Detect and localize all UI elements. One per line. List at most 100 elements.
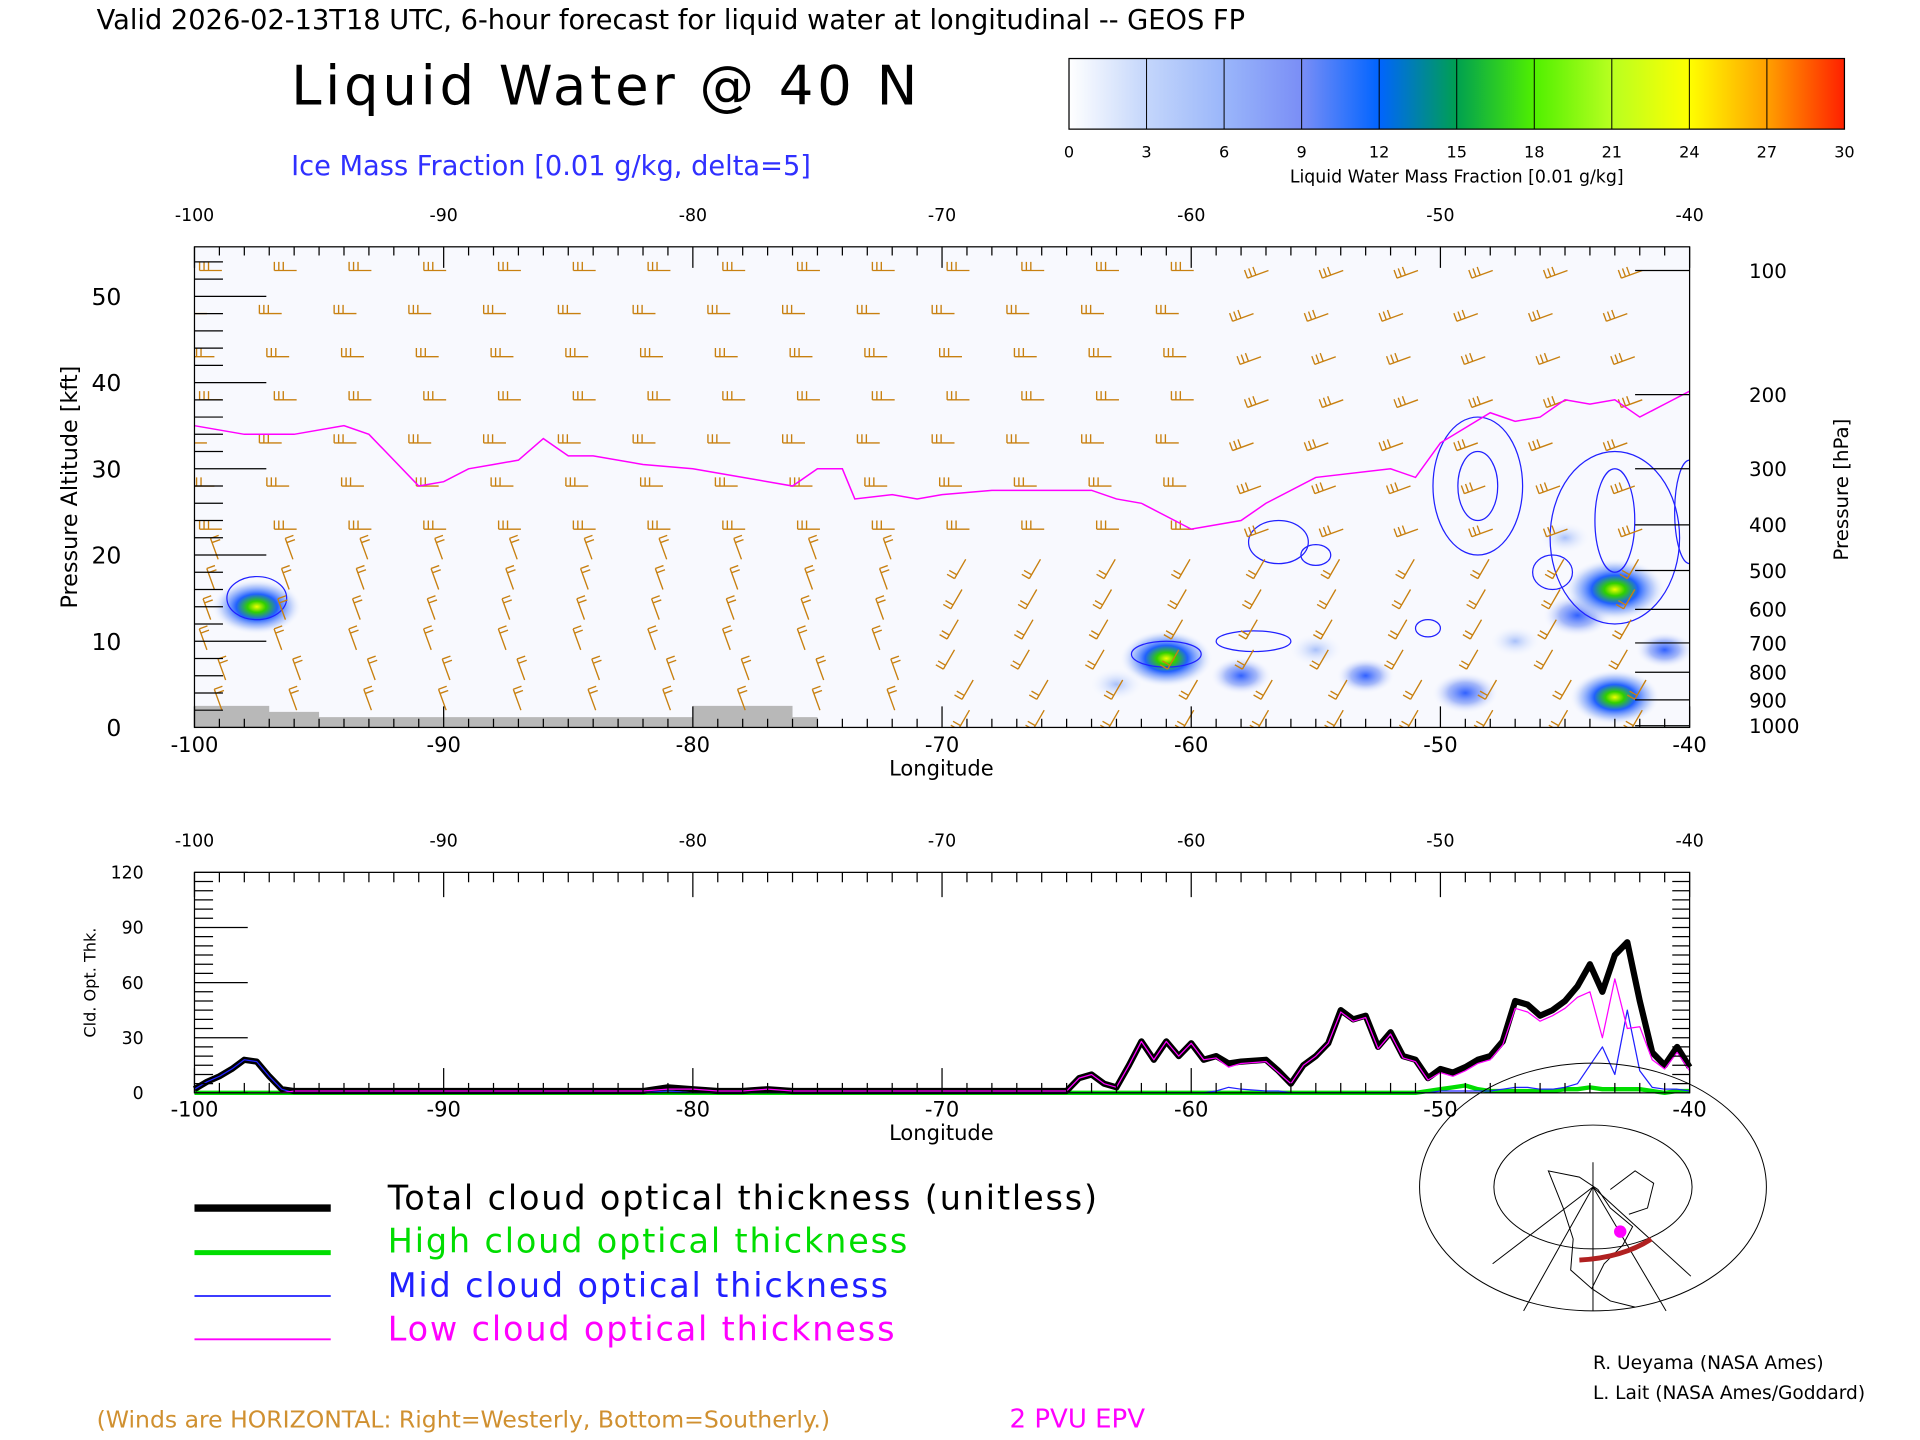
y-tick-label: 20 [91, 542, 121, 570]
wind-barb [658, 534, 669, 560]
wind-barb [441, 655, 453, 681]
wind-barb [1542, 396, 1568, 409]
pressure-tick-label: 900 [1749, 689, 1787, 712]
wind-barb [796, 391, 820, 401]
wind-barb [1010, 649, 1030, 670]
wind-barb [1095, 391, 1119, 401]
wind-barb [935, 649, 956, 670]
top-tick-label: -50 [1426, 206, 1454, 226]
wind-barb [1470, 558, 1490, 580]
wind-barb [1243, 396, 1269, 409]
wind-barb [437, 685, 449, 711]
wind-barb [501, 595, 512, 620]
pressure-tick-label: 1000 [1749, 715, 1799, 738]
wind-barb [662, 685, 673, 711]
series-line-mid [194, 1009, 1690, 1094]
y-tick-label: 30 [122, 1029, 144, 1049]
legend-label-low: Low cloud optical thickness [388, 1310, 897, 1349]
wind-barb [1617, 525, 1643, 538]
wind-barb [871, 520, 895, 530]
wind-barb [1327, 679, 1348, 700]
wind-barb [804, 564, 815, 590]
wind-barb [1159, 649, 1180, 670]
wind-barb [796, 261, 820, 272]
liquid-water-blob [1563, 557, 1667, 622]
liquid-water-blob [1569, 669, 1661, 726]
y-tick-label: 30 [91, 455, 121, 483]
wind-barb [1013, 477, 1037, 487]
wind-barb [1602, 309, 1628, 322]
wind-barb [1028, 679, 1049, 700]
wind-barb [1021, 520, 1045, 530]
wind-barb [512, 685, 524, 711]
wind-barb [1013, 619, 1034, 640]
wind-barb [359, 534, 370, 560]
top-tick-label: -70 [928, 831, 956, 851]
wind-barb [632, 304, 656, 315]
wind-barb [811, 685, 823, 711]
wind-barb [647, 261, 671, 272]
colorbar-label: Liquid Water Mass Fraction [0.01 g/kg] [1290, 167, 1624, 187]
wind-barb [736, 685, 748, 711]
wind-barb [1303, 309, 1329, 322]
wind-barb [782, 304, 805, 315]
wind-barb [1170, 261, 1194, 272]
wind-barb [938, 348, 962, 358]
wind-barb [505, 564, 516, 590]
wind-barb [1238, 619, 1258, 640]
wind-barb [789, 348, 813, 358]
legend-label-mid: Mid cloud optical thickness [388, 1266, 890, 1305]
wind-barb [1320, 558, 1341, 580]
wind-barb [1458, 649, 1479, 670]
wind-barb [258, 304, 282, 315]
wind-barb [647, 520, 671, 530]
credit-2: L. Lait (NASA Ames/Goddard) [1593, 1383, 1865, 1404]
ice-subtitle: Ice Mass Fraction [0.01 g/kg, delta=5] [291, 151, 811, 182]
ice-contour [1457, 450, 1499, 522]
wind-barb [1021, 261, 1045, 272]
valid-time-line: Valid 2026-02-13T18 UTC, 6-hour forecast… [97, 5, 1245, 36]
wind-barb [572, 261, 596, 272]
wind-barb [565, 348, 589, 358]
wind-barb [1619, 558, 1640, 580]
pressure-tick-label: 100 [1749, 260, 1787, 283]
liquid-water-blob [1119, 629, 1214, 688]
wind-barb [1468, 266, 1493, 279]
wind-barb [1021, 391, 1045, 401]
y-tick-label: 120 [111, 864, 144, 884]
wind-barb [1006, 434, 1030, 444]
wind-barb [1155, 434, 1179, 444]
wind-barb [1311, 482, 1336, 495]
wind-barb [946, 261, 970, 272]
x-tick-label: -90 [426, 1096, 460, 1121]
top-tick-label: -100 [175, 206, 214, 226]
wind-barb [1462, 619, 1483, 640]
wind-barb [1163, 477, 1187, 487]
liquid-water-blob [1538, 521, 1592, 555]
wind-barb [1103, 679, 1124, 700]
wind-barb [789, 477, 813, 487]
wind-barb [1387, 619, 1408, 640]
wind-barb [355, 564, 367, 590]
wind-barb [1228, 439, 1254, 452]
wind-barb [434, 534, 445, 560]
wind-barb [1391, 589, 1412, 610]
wind-barb [864, 348, 888, 358]
y-tick-label: 50 [91, 283, 121, 311]
wind-barb [639, 477, 663, 487]
wind-barb [1243, 525, 1269, 538]
wind-barb [639, 348, 663, 358]
wind-barb [882, 534, 894, 560]
wind-barb [800, 595, 812, 620]
cross-section-track [1579, 1236, 1653, 1263]
wind-barb [422, 625, 434, 651]
x-tick-label: -60 [1174, 732, 1208, 757]
wind-barb [1245, 558, 1266, 580]
wind-barb [1453, 439, 1479, 452]
wind-barb [938, 477, 962, 487]
wind-barb [1385, 352, 1411, 365]
wind-barb [557, 434, 581, 444]
wind-barb [565, 477, 589, 487]
y-tick-label: 60 [122, 974, 144, 994]
colorbar-tick-label: 6 [1219, 143, 1229, 162]
